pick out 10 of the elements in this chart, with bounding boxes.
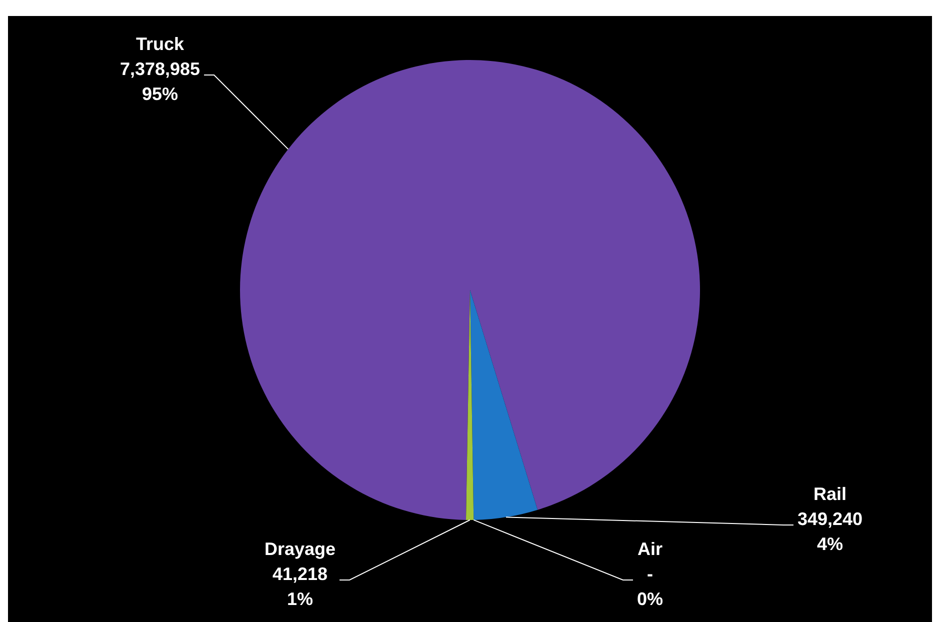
text: - 0% <box>636 564 664 609</box>
slice-label: Rail <box>813 484 847 504</box>
category-label: Air <box>637 539 663 559</box>
pie-slice <box>240 60 700 520</box>
slice-label: Drayage <box>264 539 336 559</box>
data-label: 7,378,985 95% <box>120 59 200 104</box>
data-label: 41,218 1% <box>272 564 328 609</box>
data-label: 349,240 4% <box>797 509 863 554</box>
slice-label: Truck <box>136 34 185 54</box>
pie-slice <box>470 290 538 520</box>
